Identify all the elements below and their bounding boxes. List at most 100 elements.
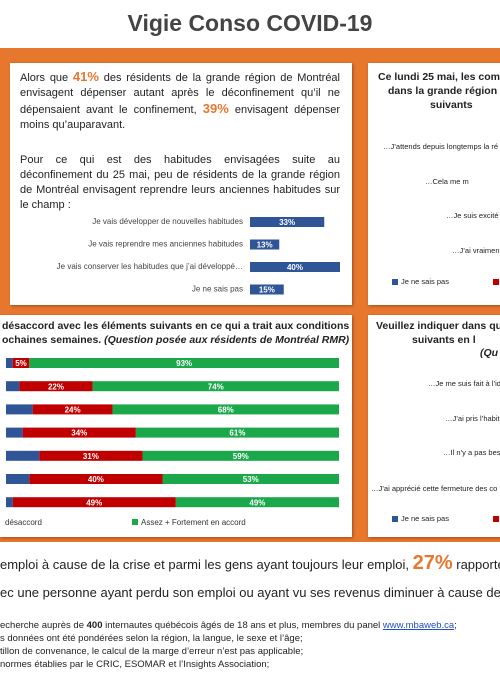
value-label: 40% [287,263,303,272]
bar [250,239,280,250]
bar [250,284,284,295]
value-label: 22% [48,382,64,391]
stacked-bar-chart: 5% 93% 22% 74% 24% 68% 34% 61% 31% 59% 40% 53% 49% 49… [5,358,340,527]
text: Alors que [20,72,73,84]
bar-segment [12,358,30,368]
bar-segment [6,474,30,484]
text: rapporten [456,557,500,572]
value-label: 93% [176,359,192,368]
text: ochaines semaines. [2,334,105,346]
bar-segment [29,358,340,368]
question: suivants [430,99,473,111]
legend-swatch [392,516,398,522]
highlight: 27% [412,552,453,574]
text: des résidents de la grande région de Mon… [20,72,340,116]
legend-label: Assez + Fortement en accord [141,518,246,527]
item-label: …J’attends depuis longtemps la ré [383,142,499,151]
footnote: normes établies par le CRIC, ESOMAR et l… [0,659,270,670]
value-label: 53% [243,475,259,484]
item-label: …Cela me m [425,177,469,186]
bar-chart: Je vais développer de nouvelles habitude… [57,217,340,295]
item-label: …Je me suis fait à l’id [428,379,500,388]
bar [250,217,325,227]
value-label: 24% [65,406,81,415]
question: suivants en l [412,334,476,346]
legend-swatch [392,279,398,285]
question: Ce lundi 25 mai, les comm [378,71,500,83]
legend-swatch [132,519,138,525]
value-label: 33% [279,218,295,227]
summary-line: ec une personne ayant perdu son emploi o… [0,585,500,600]
bar-segment [6,497,13,508]
text: ; [454,620,457,631]
bar-segment [6,381,20,392]
footnote: echerche auprès de 400 internautes québé… [0,620,457,631]
legend-swatch [493,516,499,522]
bar-segment [6,450,40,461]
bar-segment [39,450,143,461]
item-label: …Je suis excité [446,211,499,220]
value-label: 49% [86,498,102,507]
legend-label: désaccord [5,518,42,527]
highlight: 41% [72,69,99,84]
value-label: 68% [218,406,234,415]
panel-title: ochaines semaines. (Question posée aux r… [2,334,349,346]
bar [250,262,340,272]
bar-segment [29,474,163,484]
value-label: 74% [208,382,224,391]
bar-segment [92,381,339,392]
bar-segment [12,497,176,508]
legend-swatch [493,279,499,285]
bar-segment [135,427,339,438]
bar-segment [6,427,23,438]
footnote: tillon de convenance, le calcul de la ma… [0,646,304,657]
bar-segment [142,450,339,461]
bar-segment [19,381,93,392]
bar-segment [6,404,33,415]
summary-line: emploi à cause de la crise et parmi les … [0,552,500,575]
bar-segment [32,404,113,415]
category-label: Je vais conserver les habitudes que j’ai… [57,262,243,271]
value-label: 59% [233,452,249,461]
bar-segment [175,497,339,508]
value-label: 61% [229,429,245,438]
text: envisagent dépenser moins qu’auparavant. [20,104,341,131]
spending-panel: Alors que 41% des résidents de la grande… [10,63,352,305]
value-label: 13% [257,241,273,250]
value-label: 5% [15,359,27,368]
text: (Question posée aux résidents de Montréa… [104,334,350,346]
category-label: Je vais développer de nouvelles habitude… [92,217,243,226]
item-label: …J’ai apprécié cette fermeture des co [371,484,498,493]
conditions-panel: désaccord avec les éléments suivants en … [0,315,352,537]
link[interactable]: www.mbaweb.ca [382,620,455,631]
bar-segment [22,427,136,438]
value-label: 34% [71,429,87,438]
text: echerche auprès de [0,620,87,631]
value-label: 15% [259,286,275,295]
value-label: 40% [88,475,104,484]
legend-label: Je ne sais pas [401,514,449,523]
footnote: s données ont été pondérées selon la rég… [0,633,303,644]
bar-segment [112,404,339,415]
legend-label: Je ne sais pas [401,277,449,286]
item-label: …J’ai vraimen [452,246,500,255]
category-label: Je ne sais pas [192,285,243,294]
bar-segment [162,474,339,484]
item-label: …J’ai pris l’habit [445,414,500,423]
question: (Qu [480,347,499,359]
paragraph: Alors que 41% des résidents de la grande… [20,69,340,133]
text: emploi à cause de la crise et parmi les … [0,557,413,572]
habits-panel: Veuillez indiquer dans que suivants en l… [368,315,500,537]
text: internautes québécois âgés de 18 ans et … [102,620,383,631]
value-label: 49% [249,498,265,507]
value-label: 31% [83,452,99,461]
question: dans la grande région de [388,85,500,97]
feelings-panel: Ce lundi 25 mai, les comm dans la grande… [368,63,500,305]
paragraph: Pour ce qui est des habitudes envisagées… [20,154,340,211]
question: Veuillez indiquer dans que [376,320,500,332]
item-label: …Il n’y a pas beso [443,448,500,457]
panel-title: désaccord avec les éléments suivants en … [2,320,352,332]
category-label: Je vais reprendre mes anciennes habitude… [88,240,243,249]
page-title: Vigie Conso COVID-19 [127,10,373,36]
